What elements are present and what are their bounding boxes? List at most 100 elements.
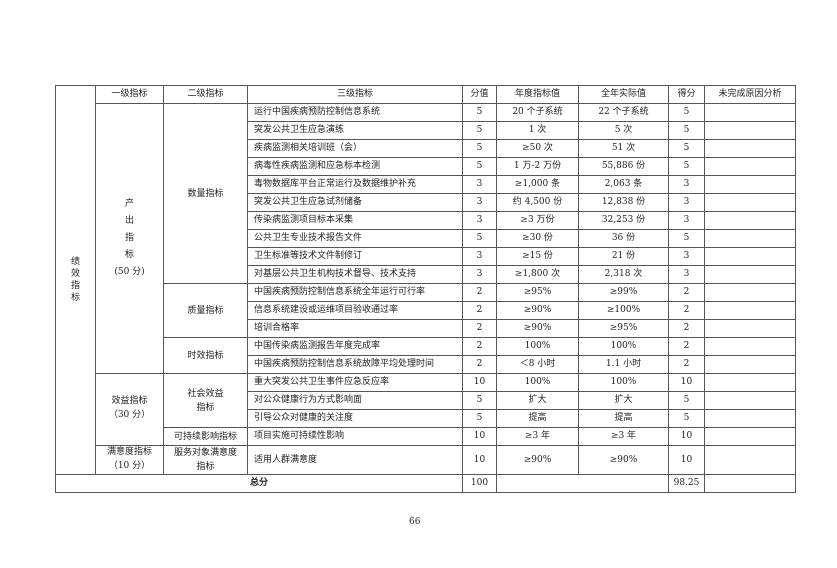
table-row: 引导公众对健康的关注度 5 提高 提高 5 bbox=[56, 409, 796, 428]
weight-cell: 5 bbox=[462, 139, 497, 158]
level2-label: 服务对象满意度 指标 bbox=[163, 445, 248, 475]
reason-cell bbox=[704, 121, 796, 140]
actual-cell: 32,253 份 bbox=[578, 211, 669, 230]
indicator-cell: 对公众健康行为方式影响面 bbox=[247, 391, 463, 410]
actual-cell: 51 次 bbox=[578, 139, 669, 158]
score-cell: 3 bbox=[668, 265, 705, 284]
weight-cell: 10 bbox=[462, 373, 497, 392]
weight-cell: 2 bbox=[462, 355, 497, 374]
page-number: 66 bbox=[409, 517, 421, 527]
target-cell: ≥90% bbox=[496, 319, 579, 338]
indicator-cell: 中国传染病监测报告年度完成率 bbox=[247, 337, 463, 356]
actual-cell: ≥95% bbox=[578, 319, 669, 338]
score-cell: 10 bbox=[668, 373, 705, 392]
table-row: 满意度指标 （10 分） 服务对象满意度 指标 适用人群满意度 10 ≥90% ≥90% 10 bbox=[56, 445, 796, 475]
level1-label: 满意度指标 bbox=[106, 446, 152, 457]
level2-label: 可持续影响指标 bbox=[163, 427, 248, 446]
actual-cell: 1.1 小时 bbox=[578, 355, 669, 374]
score-cell: 10 bbox=[668, 445, 705, 475]
actual-cell: 100% bbox=[578, 337, 669, 356]
indicator-cell: 运行中国疾病预防控制信息系统 bbox=[247, 103, 463, 122]
target-cell: ≥1,000 条 bbox=[496, 175, 579, 194]
target-cell: ≥90% bbox=[496, 301, 579, 320]
indicator-cell: 引导公众对健康的关注度 bbox=[247, 409, 463, 428]
target-cell: 扩大 bbox=[496, 391, 579, 410]
target-cell: ≥50 次 bbox=[496, 139, 579, 158]
reason-cell bbox=[704, 337, 796, 356]
reason-cell bbox=[704, 391, 796, 410]
reason-cell bbox=[704, 229, 796, 248]
column-header: 分值 bbox=[462, 85, 497, 104]
column-header: 未完成原因分析 bbox=[704, 85, 796, 104]
level2-label: 时效指标 bbox=[163, 337, 248, 374]
outer-label-cell: 绩效指标 bbox=[55, 85, 96, 475]
weight-cell: 2 bbox=[462, 283, 497, 302]
reason-cell bbox=[704, 265, 796, 284]
level1-score: （10 分） bbox=[108, 460, 151, 471]
weight-cell: 2 bbox=[462, 319, 497, 338]
target-cell: ≥30 份 bbox=[496, 229, 579, 248]
score-cell: 2 bbox=[668, 355, 705, 374]
score-cell: 5 bbox=[668, 391, 705, 410]
reason-cell bbox=[704, 211, 796, 230]
score-cell: 5 bbox=[668, 157, 705, 176]
target-cell: 1 万-2 万份 bbox=[496, 157, 579, 176]
level1-label: 效益指标 bbox=[111, 396, 148, 406]
reason-cell bbox=[704, 301, 796, 320]
total-reason bbox=[704, 474, 796, 493]
actual-cell: 12,838 份 bbox=[578, 193, 669, 212]
actual-cell: 5 次 bbox=[578, 121, 669, 140]
column-header: 得分 bbox=[668, 85, 705, 104]
table-row: 质量指标 中国疾病预防控制信息系统全年运行可行率 2 ≥95% ≥99% 2 bbox=[56, 283, 796, 338]
actual-cell: 扩大 bbox=[578, 391, 669, 410]
score-cell: 2 bbox=[668, 319, 705, 338]
target-cell: ≥15 份 bbox=[496, 247, 579, 266]
weight-cell: 5 bbox=[462, 229, 497, 248]
indicator-cell: 疾病监测相关培训班（会） bbox=[247, 139, 463, 158]
table-row: 产出指标 (50 分) 数量指标 运行中国疾病预防控制信息系统 5 20 个子系统 22 个… bbox=[56, 103, 796, 374]
indicator-cell: 培训合格率 bbox=[247, 319, 463, 338]
reason-cell bbox=[704, 373, 796, 392]
target-cell: ≥95% bbox=[496, 283, 579, 302]
score-cell: 3 bbox=[668, 193, 705, 212]
score-cell: 3 bbox=[668, 175, 705, 194]
reason-cell bbox=[704, 175, 796, 194]
reason-cell bbox=[704, 319, 796, 338]
actual-cell: 2,063 条 bbox=[578, 175, 669, 194]
weight-cell: 10 bbox=[462, 427, 497, 446]
indicator-cell: 毒物数据库平台正常运行及数据维护补充 bbox=[247, 175, 463, 194]
actual-cell: 2,318 次 bbox=[578, 265, 669, 284]
target-cell: 1 次 bbox=[496, 121, 579, 140]
reason-cell bbox=[704, 283, 796, 302]
score-cell: 2 bbox=[668, 301, 705, 320]
target-cell: 100% bbox=[496, 373, 579, 392]
indicator-cell: 对基层公共卫生机构技术督导、技术支持 bbox=[247, 265, 463, 284]
column-header: 全年实际值 bbox=[578, 85, 669, 104]
target-cell: 提高 bbox=[496, 409, 579, 428]
weight-cell: 5 bbox=[462, 121, 497, 140]
weight-cell: 3 bbox=[462, 193, 497, 212]
column-header: 一级指标 bbox=[95, 85, 164, 104]
level1-cell: 满意度指标 （10 分） bbox=[95, 445, 164, 475]
actual-cell: ≥100% bbox=[578, 301, 669, 320]
level1-cell: 效益指标 （30 分） bbox=[95, 373, 164, 446]
actual-cell: 提高 bbox=[578, 409, 669, 428]
indicator-cell: 病毒性疾病监测和应急标本检测 bbox=[247, 157, 463, 176]
total-label: 总分 bbox=[55, 474, 463, 493]
indicator-cell: 适用人群满意度 bbox=[247, 445, 463, 475]
target-cell: 20 个子系统 bbox=[496, 103, 579, 122]
weight-cell: 10 bbox=[462, 445, 497, 475]
score-cell: 10 bbox=[668, 427, 705, 446]
weight-cell: 3 bbox=[462, 247, 497, 266]
indicator-cell: 中国疾病预防控制信息系统全年运行可行率 bbox=[247, 283, 463, 302]
actual-cell: ≥3 年 bbox=[578, 427, 669, 446]
reason-cell bbox=[704, 139, 796, 158]
target-cell: ≥90% bbox=[496, 445, 579, 475]
level2-label: 质量指标 bbox=[163, 283, 248, 338]
level1-label: 产出指标 bbox=[124, 199, 134, 260]
actual-cell: ≥99% bbox=[578, 283, 669, 302]
